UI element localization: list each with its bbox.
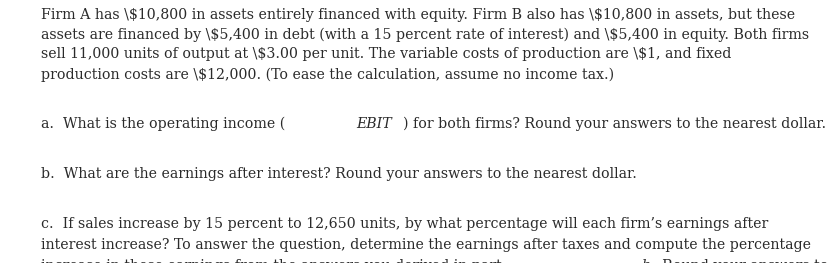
Text: interest increase? To answer the question, determine the earnings after taxes an: interest increase? To answer the questio… [41, 238, 810, 252]
Text: a.  What is the operating income (: a. What is the operating income ( [41, 117, 285, 132]
Text: Firm A has \$10,800 in assets entirely financed with equity. Firm B also has \$1: Firm A has \$10,800 in assets entirely f… [41, 8, 809, 82]
Text: c.  If sales increase by 15 percent to 12,650 units, by what percentage will eac: c. If sales increase by 15 percent to 12… [41, 217, 767, 231]
Text: b.  What are the earnings after interest? Round your answers to the nearest doll: b. What are the earnings after interest?… [41, 167, 637, 181]
Text: increase in these earnings from the answers you derived in part: increase in these earnings from the answ… [41, 259, 506, 263]
Text: ) for both firms? Round your answers to the nearest dollar.: ) for both firms? Round your answers to … [402, 117, 825, 132]
Text: EBIT: EBIT [356, 117, 392, 131]
Text: b: b [641, 259, 650, 263]
Text: . Round your answers to one decimal: . Round your answers to one decimal [653, 259, 827, 263]
